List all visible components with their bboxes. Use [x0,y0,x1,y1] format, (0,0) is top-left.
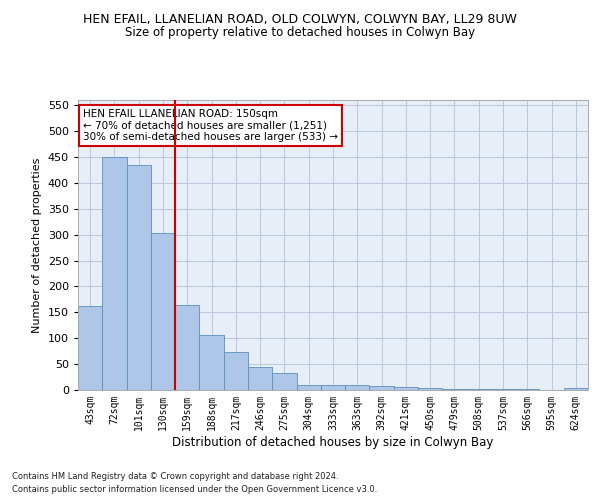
Bar [370,386,394,390]
X-axis label: Distribution of detached houses by size in Colwyn Bay: Distribution of detached houses by size … [172,436,494,448]
Bar [78,306,102,390]
Bar [272,373,296,390]
Text: HEN EFAIL, LLANELIAN ROAD, OLD COLWYN, COLWYN BAY, LL29 8UW: HEN EFAIL, LLANELIAN ROAD, OLD COLWYN, C… [83,12,517,26]
Bar [151,233,175,390]
Bar [321,385,345,390]
Bar [224,352,248,390]
Bar [199,334,224,390]
Bar [296,385,321,390]
Bar [564,388,588,390]
Bar [102,157,127,390]
Bar [394,388,418,390]
Bar [418,388,442,390]
Text: HEN EFAIL LLANELIAN ROAD: 150sqm
← 70% of detached houses are smaller (1,251)
30: HEN EFAIL LLANELIAN ROAD: 150sqm ← 70% o… [83,108,338,142]
Bar [345,386,370,390]
Bar [442,389,467,390]
Bar [467,389,491,390]
Text: Contains HM Land Registry data © Crown copyright and database right 2024.: Contains HM Land Registry data © Crown c… [12,472,338,481]
Y-axis label: Number of detached properties: Number of detached properties [32,158,42,332]
Text: Size of property relative to detached houses in Colwyn Bay: Size of property relative to detached ho… [125,26,475,39]
Bar [127,164,151,390]
Bar [175,304,199,390]
Bar [248,367,272,390]
Text: Contains public sector information licensed under the Open Government Licence v3: Contains public sector information licen… [12,484,377,494]
